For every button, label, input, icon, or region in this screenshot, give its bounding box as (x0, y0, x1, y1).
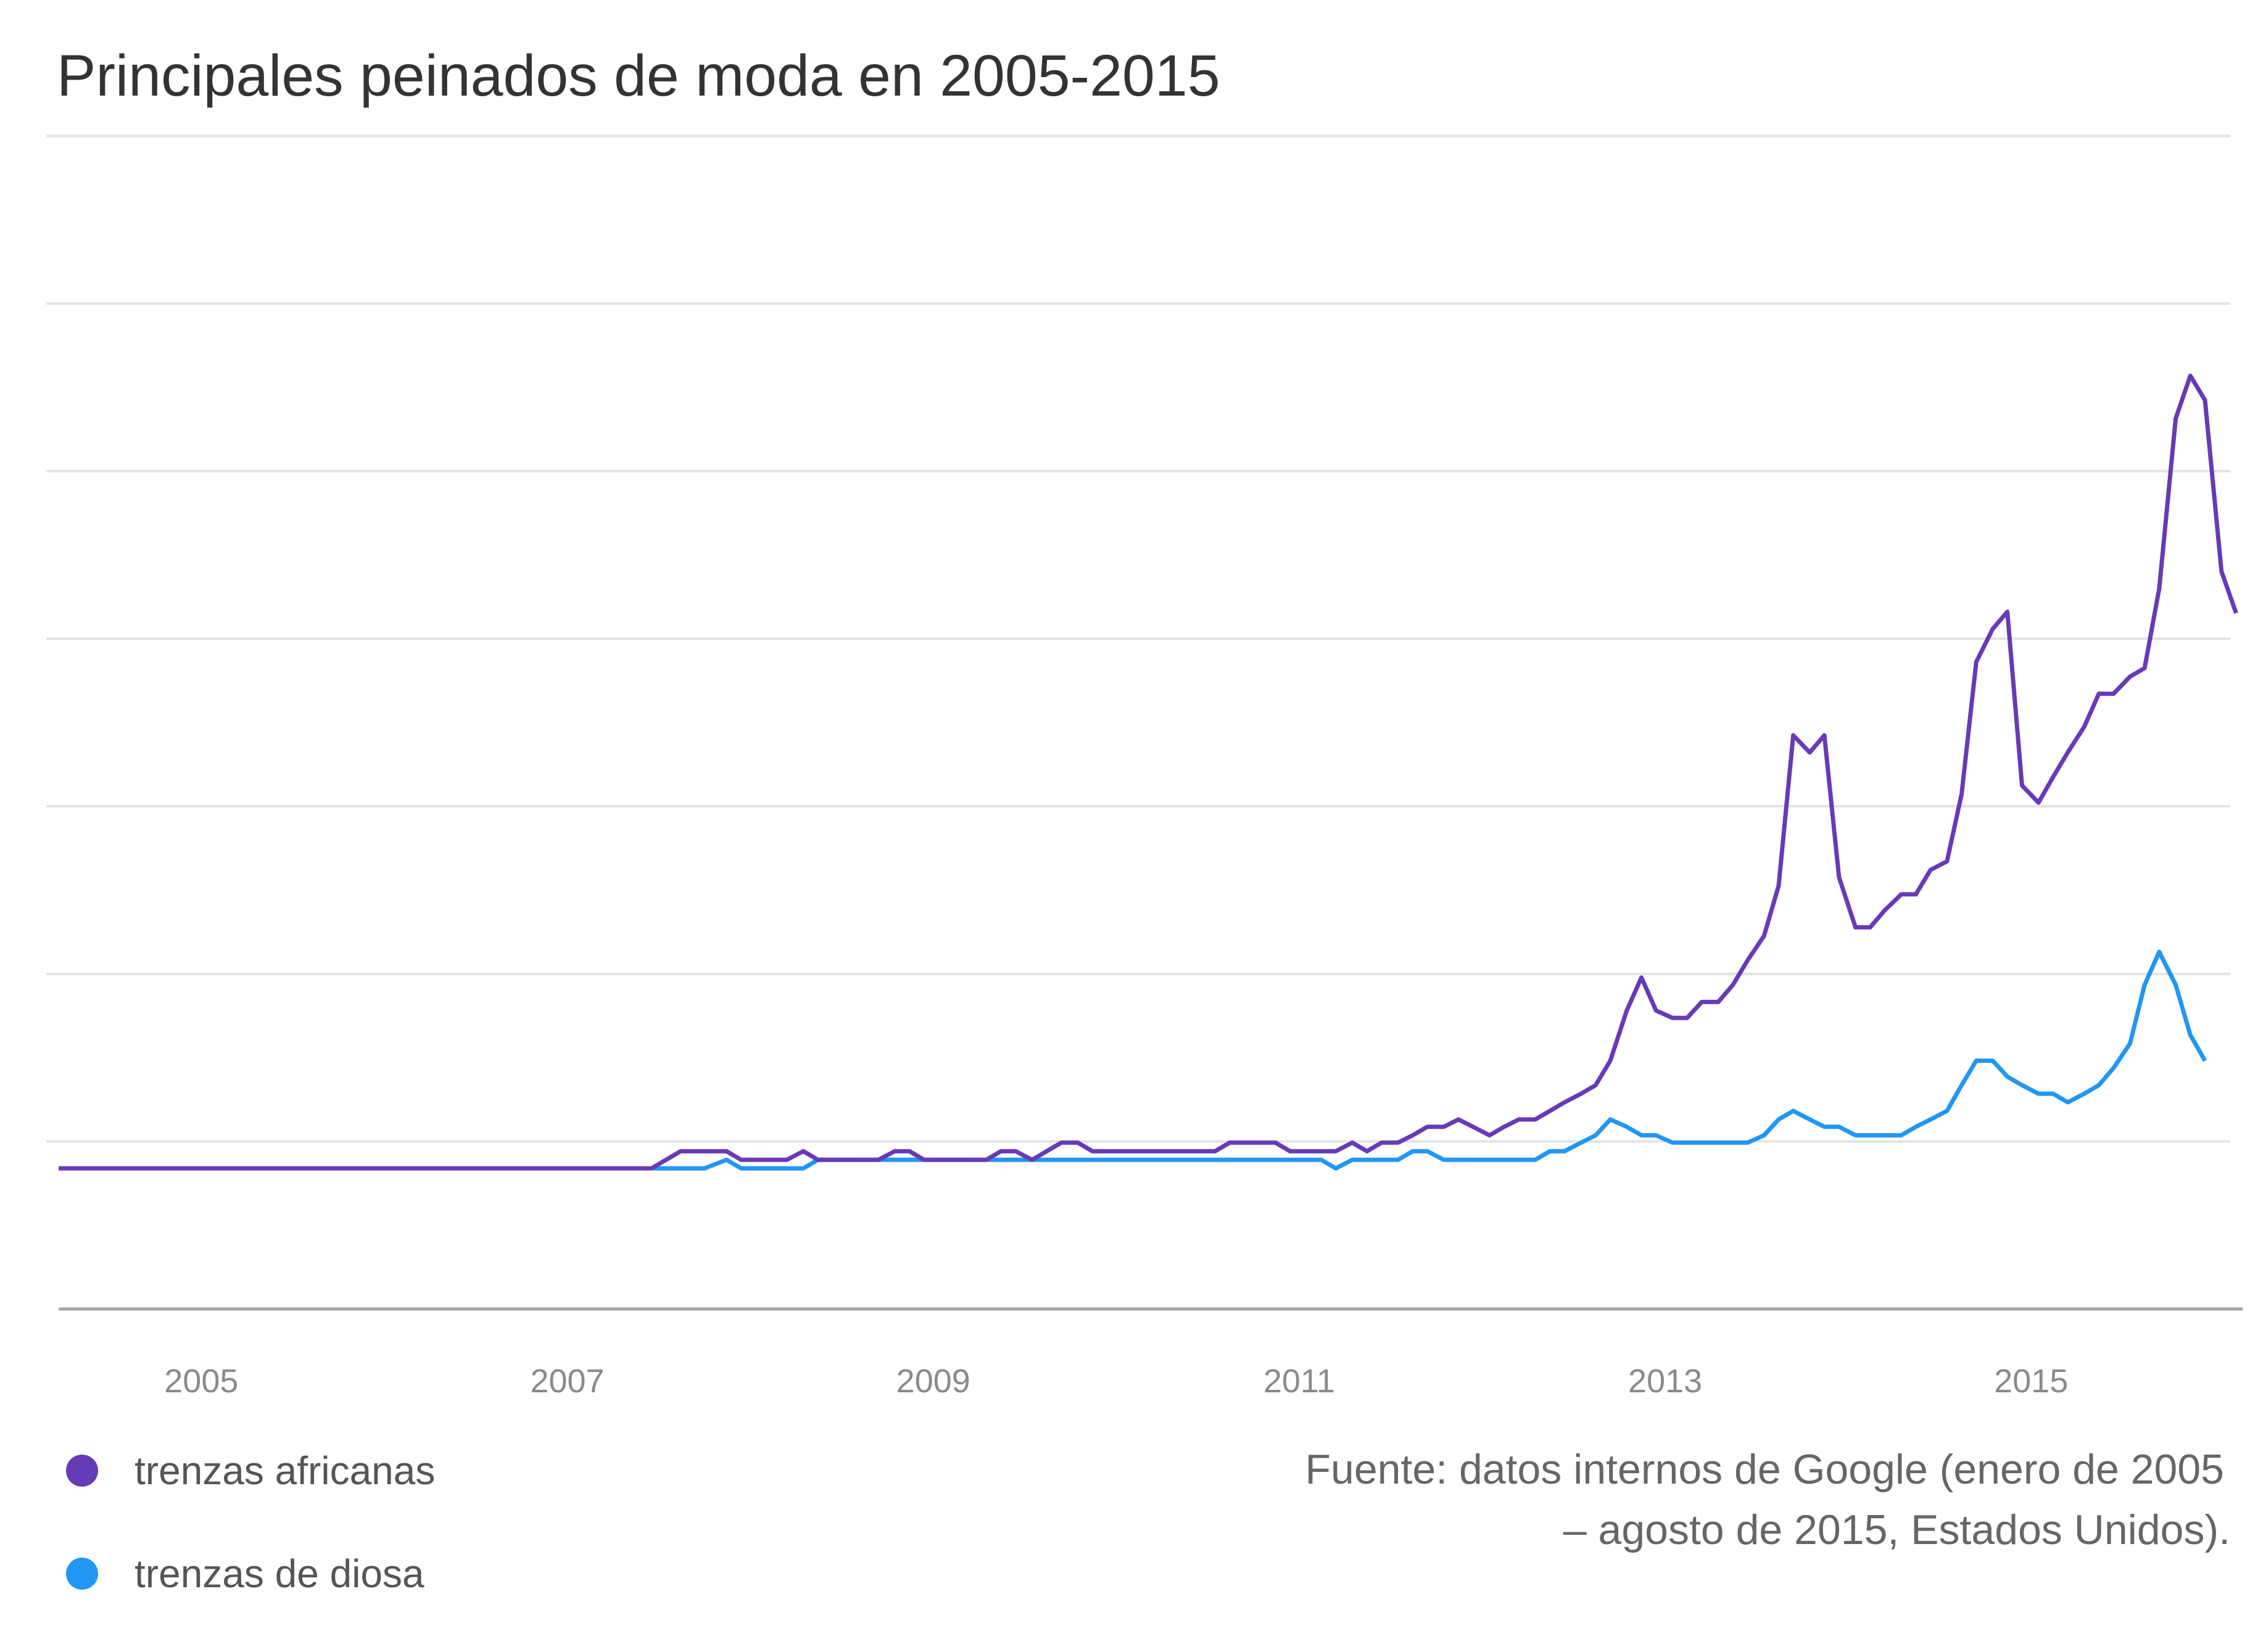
legend-item-trenzas-de-diosa[interactable]: trenzas de diosa (66, 1551, 424, 1596)
x-tick-label-2007: 2007 (530, 1363, 604, 1400)
source-line-1: Fuente: datos internos de Google (enero … (1305, 1446, 2225, 1493)
x-axis-ticks: 2005 2007 2009 2011 2013 2015 (164, 1363, 2068, 1400)
x-tick-label-2009: 2009 (896, 1363, 970, 1400)
legend-label-trenzas-de-diosa: trenzas de diosa (134, 1551, 424, 1596)
legend-marker-trenzas-africanas (66, 1455, 98, 1487)
x-tick-label-2011: 2011 (1263, 1363, 1335, 1400)
chart-title: Principales peinados de moda en 2005-201… (57, 43, 1220, 109)
source-note: Fuente: datos internos de Google (enero … (1305, 1446, 2231, 1553)
x-tick-label-2015: 2015 (1994, 1363, 2068, 1400)
legend: trenzas africanas trenzas de diosa (66, 1448, 435, 1596)
legend-marker-trenzas-de-diosa (66, 1558, 98, 1590)
series-line-trenzas-de-diosa (59, 949, 2207, 1171)
legend-label-trenzas-africanas: trenzas africanas (134, 1448, 435, 1493)
x-tick-label-2005: 2005 (164, 1363, 238, 1400)
gridlines (46, 134, 2230, 1143)
series-line-trenzas-africanas (59, 373, 2238, 1171)
x-tick-label-2013: 2013 (1628, 1363, 1702, 1400)
source-line-2: – agosto de 2015, Estados Unidos). (1563, 1506, 2230, 1553)
series-lines (59, 373, 2238, 1171)
legend-item-trenzas-africanas[interactable]: trenzas africanas (66, 1448, 435, 1493)
